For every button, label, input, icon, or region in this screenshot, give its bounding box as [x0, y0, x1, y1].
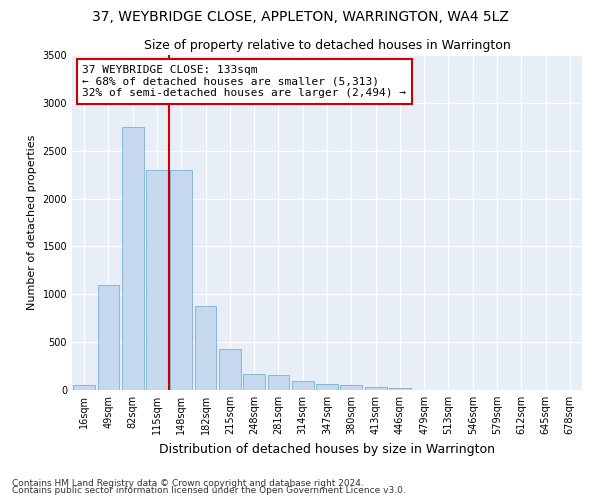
Bar [365, 386, 386, 390]
Text: Contains public sector information licensed under the Open Government Licence v3: Contains public sector information licen… [12, 486, 406, 495]
Text: Contains HM Land Registry data © Crown copyright and database right 2024.: Contains HM Land Registry data © Crown c… [12, 478, 364, 488]
Bar [73, 385, 95, 390]
Bar [97, 284, 119, 390]
Bar [146, 170, 168, 390]
Bar [292, 381, 314, 390]
Bar [268, 374, 289, 390]
Bar [170, 170, 192, 390]
Bar [389, 388, 411, 390]
Bar [243, 374, 265, 390]
X-axis label: Distribution of detached houses by size in Warrington: Distribution of detached houses by size … [159, 442, 495, 456]
Bar [219, 349, 241, 390]
Title: Size of property relative to detached houses in Warrington: Size of property relative to detached ho… [143, 40, 511, 52]
Y-axis label: Number of detached properties: Number of detached properties [27, 135, 37, 310]
Text: 37, WEYBRIDGE CLOSE, APPLETON, WARRINGTON, WA4 5LZ: 37, WEYBRIDGE CLOSE, APPLETON, WARRINGTO… [92, 10, 508, 24]
Bar [316, 384, 338, 390]
Bar [340, 384, 362, 390]
Text: 37 WEYBRIDGE CLOSE: 133sqm
← 68% of detached houses are smaller (5,313)
32% of s: 37 WEYBRIDGE CLOSE: 133sqm ← 68% of deta… [82, 65, 406, 98]
Bar [122, 127, 143, 390]
Bar [194, 306, 217, 390]
